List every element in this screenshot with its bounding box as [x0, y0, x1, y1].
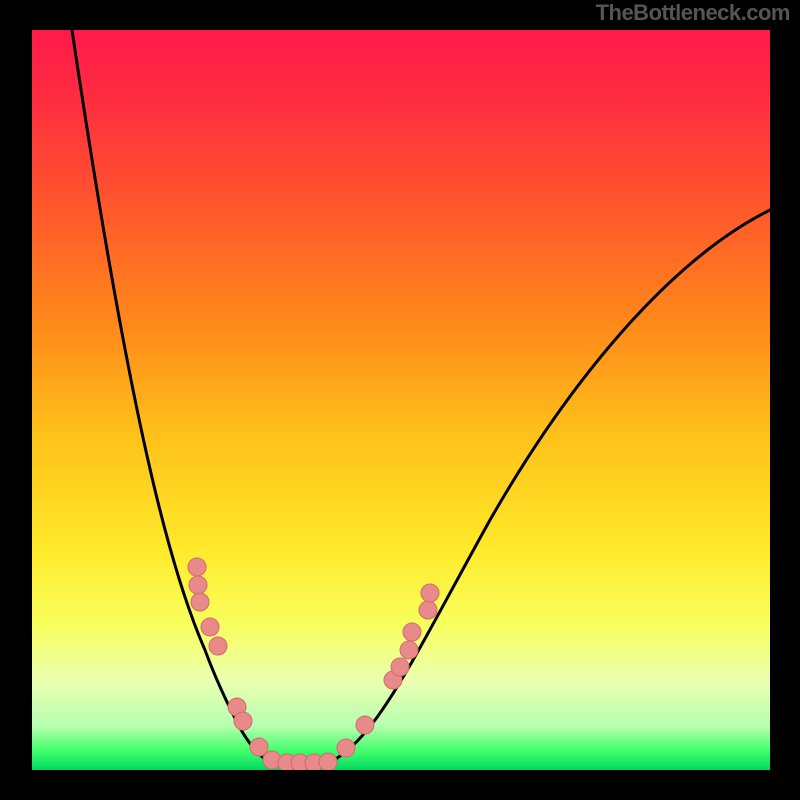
marker-dot: [356, 716, 374, 734]
frame-right: [770, 0, 800, 800]
marker-dot: [201, 618, 219, 636]
marker-dot: [209, 637, 227, 655]
marker-dot: [421, 584, 439, 602]
marker-dot: [400, 641, 418, 659]
marker-dot: [191, 593, 209, 611]
watermark-text: TheBottleneck.com: [596, 0, 790, 26]
marker-dot: [319, 753, 337, 771]
marker-dot: [337, 739, 355, 757]
marker-dot: [189, 576, 207, 594]
marker-dot: [391, 658, 409, 676]
marker-dot: [403, 623, 421, 641]
frame-left: [0, 0, 32, 800]
marker-dot: [419, 601, 437, 619]
marker-dot: [234, 712, 252, 730]
marker-dot: [188, 558, 206, 576]
frame-bottom: [0, 770, 800, 800]
bottleneck-chart: [0, 0, 800, 800]
